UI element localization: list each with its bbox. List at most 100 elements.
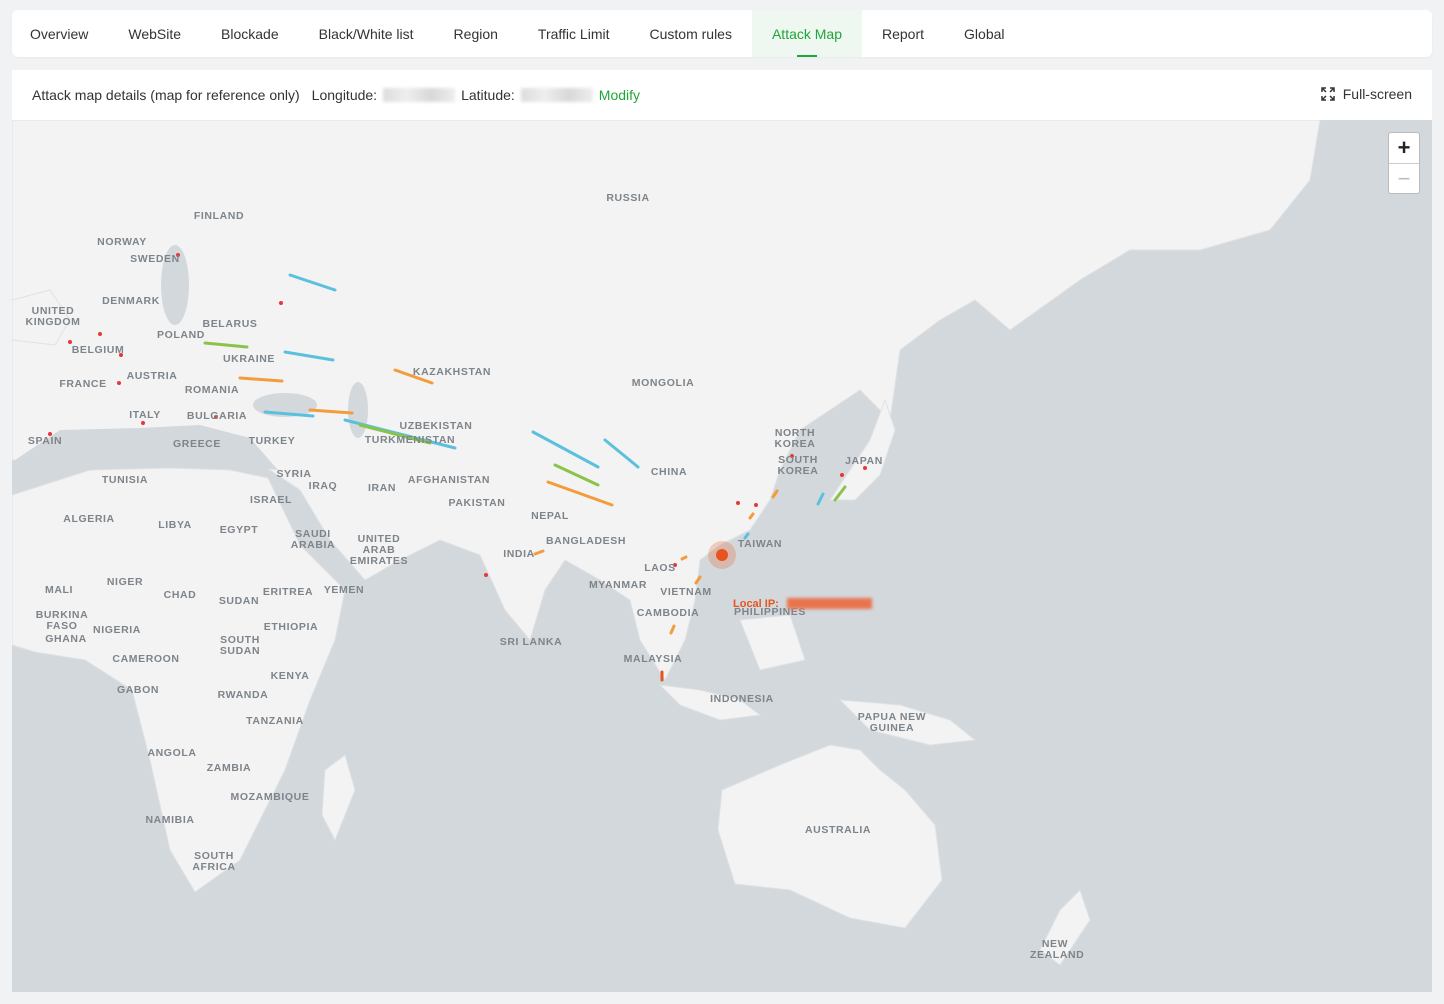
- attack-lines: [203, 273, 847, 682]
- longitude-label: Longitude:: [311, 87, 378, 103]
- map-label: NAMIBIA: [145, 814, 195, 826]
- map-label: CAMBODIA: [636, 607, 700, 619]
- attack-map[interactable]: RUSSIA FINLAND NORWAY SWEDEN UNITED KINGDOM D…: [12, 120, 1432, 992]
- map-label: TURKEY: [248, 435, 296, 447]
- tab-active[interactable]: Attack Map: [751, 10, 862, 57]
- map-label: UKRAINE: [222, 353, 276, 365]
- map-label: CAMEROON: [112, 653, 180, 665]
- local-ip-label: Local IP:: [733, 598, 779, 610]
- map-label: UNITED KINGDOM: [25, 305, 81, 328]
- map-label: AUSTRIA: [126, 370, 178, 382]
- map-label: DENMARK: [102, 295, 160, 307]
- map-label: SAUDI ARABIA: [290, 528, 336, 551]
- map-label: ITALY: [129, 409, 161, 421]
- tab[interactable]: Global: [964, 25, 1005, 42]
- map-label: YEMEN: [323, 584, 365, 596]
- map-label: POLAND: [157, 329, 205, 341]
- map-label: INDONESIA: [710, 693, 774, 705]
- map-label: EGYPT: [219, 524, 259, 536]
- local-ip-value: [787, 598, 872, 609]
- map-label: GABON: [116, 684, 160, 696]
- map-label: NORTH KOREA: [774, 427, 816, 450]
- map-label: ERITREA: [262, 586, 314, 598]
- local-ip-marker: [716, 549, 728, 561]
- map-label: TURKMENISTAN: [364, 434, 456, 446]
- tab[interactable]: Report: [882, 25, 925, 42]
- map-label: GREECE: [173, 438, 221, 450]
- tab[interactable]: WebSite: [128, 25, 182, 42]
- tab[interactable]: Custom rules: [649, 25, 732, 42]
- map-label: BURKINA FASO: [35, 609, 89, 632]
- map-label: SOUTH KOREA: [777, 454, 819, 477]
- map-label: MALI: [44, 584, 74, 596]
- attack-sources: [48, 253, 867, 577]
- longitude-value: [383, 88, 456, 102]
- map-label: MALAYSIA: [623, 653, 683, 665]
- map-label: MOZAMBIQUE: [230, 791, 310, 803]
- tab[interactable]: Overview: [30, 25, 89, 42]
- tab[interactable]: Traffic Limit: [537, 25, 610, 42]
- map-label: PAKISTAN: [448, 497, 506, 509]
- map-label: BANGLADESH: [545, 535, 627, 547]
- map-label: PAPUA NEW GUINEA: [857, 711, 927, 734]
- land: [12, 120, 1321, 966]
- map-label: BELGIUM: [71, 344, 125, 356]
- map-label: FINLAND: [193, 210, 245, 222]
- map-label: ZAMBIA: [206, 762, 252, 774]
- map-label: SWEDEN: [130, 253, 180, 265]
- map-label: KENYA: [270, 670, 310, 682]
- map-label: KAZAKHSTAN: [412, 366, 492, 378]
- map-label: SRI LANKA: [499, 636, 563, 648]
- map-label: TAIWAN: [737, 538, 783, 550]
- map-label: CHAD: [163, 589, 197, 601]
- map-label: SYRIA: [276, 468, 312, 480]
- zoom-control: + −: [1388, 132, 1420, 194]
- tab-bar: Overview WebSite Blockade Black/White li…: [12, 10, 1432, 57]
- map-label: NEPAL: [531, 510, 569, 522]
- map-label: GHANA: [45, 633, 87, 645]
- zoom-out[interactable]: −: [1397, 166, 1411, 191]
- map-label: SOUTH SUDAN: [219, 634, 261, 657]
- map-label: UZBEKISTAN: [399, 420, 473, 432]
- latitude-value: [520, 88, 593, 102]
- map-label: ROMANIA: [184, 384, 240, 396]
- map-label: TUNISIA: [101, 474, 149, 486]
- toolbar-title: Attack map details (map for reference on…: [32, 87, 300, 103]
- map-label: CHINA: [650, 466, 688, 478]
- map-label: LIBYA: [158, 519, 192, 531]
- map-label: RWANDA: [217, 689, 269, 701]
- map-label: ANGOLA: [147, 747, 197, 759]
- modify-link[interactable]: Modify: [598, 87, 641, 103]
- map-label: MONGOLIA: [631, 377, 695, 389]
- tab[interactable]: Black/White list: [318, 25, 414, 42]
- map-label: NEW ZEALAND: [1030, 938, 1085, 961]
- map-shapes: [12, 120, 1321, 966]
- fullscreen-label: Full-screen: [1342, 86, 1412, 102]
- map-label: JAPAN: [845, 455, 883, 467]
- map-label: NIGER: [106, 576, 144, 588]
- latitude-label: Latitude:: [461, 87, 515, 103]
- map-label: NIGERIA: [93, 624, 141, 636]
- map-label: AUSTRALIA: [804, 824, 872, 836]
- zoom-in[interactable]: +: [1389, 133, 1419, 164]
- map-label: UNITED ARAB EMIRATES: [349, 533, 409, 567]
- fullscreen-button[interactable]: Full-screen: [1321, 86, 1412, 102]
- map-label: INDIA: [503, 548, 535, 560]
- fullscreen-icon: [1321, 87, 1335, 101]
- map-label: TANZANIA: [246, 715, 304, 727]
- tab[interactable]: Region: [453, 25, 498, 42]
- map-label: BULGARIA: [186, 410, 248, 422]
- map-label: SPAIN: [27, 435, 63, 447]
- map-label: FRANCE: [59, 378, 107, 390]
- map-label: ALGERIA: [63, 513, 115, 525]
- map-label: RUSSIA: [606, 192, 650, 204]
- map-label: IRAN: [367, 482, 397, 494]
- map-label: SUDAN: [218, 595, 260, 607]
- tab[interactable]: Blockade: [221, 25, 279, 42]
- map-label: AFGHANISTAN: [407, 474, 491, 486]
- map-label: PHILIPPINES: [734, 606, 806, 618]
- toolbar: Attack map details (map for reference on…: [12, 70, 1432, 120]
- map-label: MYANMAR: [588, 579, 648, 591]
